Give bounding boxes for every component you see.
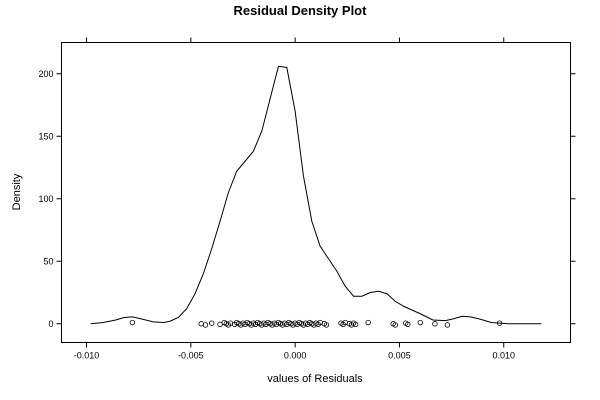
residual-points: [129, 319, 503, 328]
residual-point: [129, 319, 136, 326]
residual-point: [202, 322, 209, 328]
x-axis-ticks: -0.010 -0.005 0.000 0.005 0.010: [74, 37, 515, 361]
x-tick-label: 0.000: [284, 351, 307, 361]
residual-point: [208, 320, 215, 326]
y-tick-label: 200: [38, 69, 53, 79]
residual-point: [405, 321, 411, 328]
chart-title: Residual Density Plot: [234, 3, 368, 18]
x-tick-label: 0.010: [492, 351, 515, 361]
residual-point: [392, 322, 398, 328]
y-tick-label: 100: [38, 194, 53, 204]
y-axis-ticks: 0 50 100 150 200: [38, 69, 576, 329]
residual-point: [432, 321, 438, 327]
x-tick-label: -0.010: [74, 351, 100, 361]
residual-point: [444, 322, 451, 328]
y-tick-label: 50: [43, 256, 53, 266]
x-tick-label: 0.005: [388, 351, 411, 361]
x-axis-label: values of Residuals: [267, 373, 363, 385]
y-tick-label: 0: [48, 319, 53, 329]
density-curve: [90, 65, 542, 325]
residual-point: [365, 319, 371, 326]
y-axis-label: Density: [11, 173, 23, 210]
residual-point: [323, 322, 330, 328]
y-tick-label: 150: [38, 131, 53, 141]
residual-point: [496, 320, 503, 326]
x-tick-label: -0.005: [178, 351, 204, 361]
residual-point: [417, 319, 423, 326]
plot-frame: [61, 42, 571, 343]
residual-point: [352, 321, 359, 328]
